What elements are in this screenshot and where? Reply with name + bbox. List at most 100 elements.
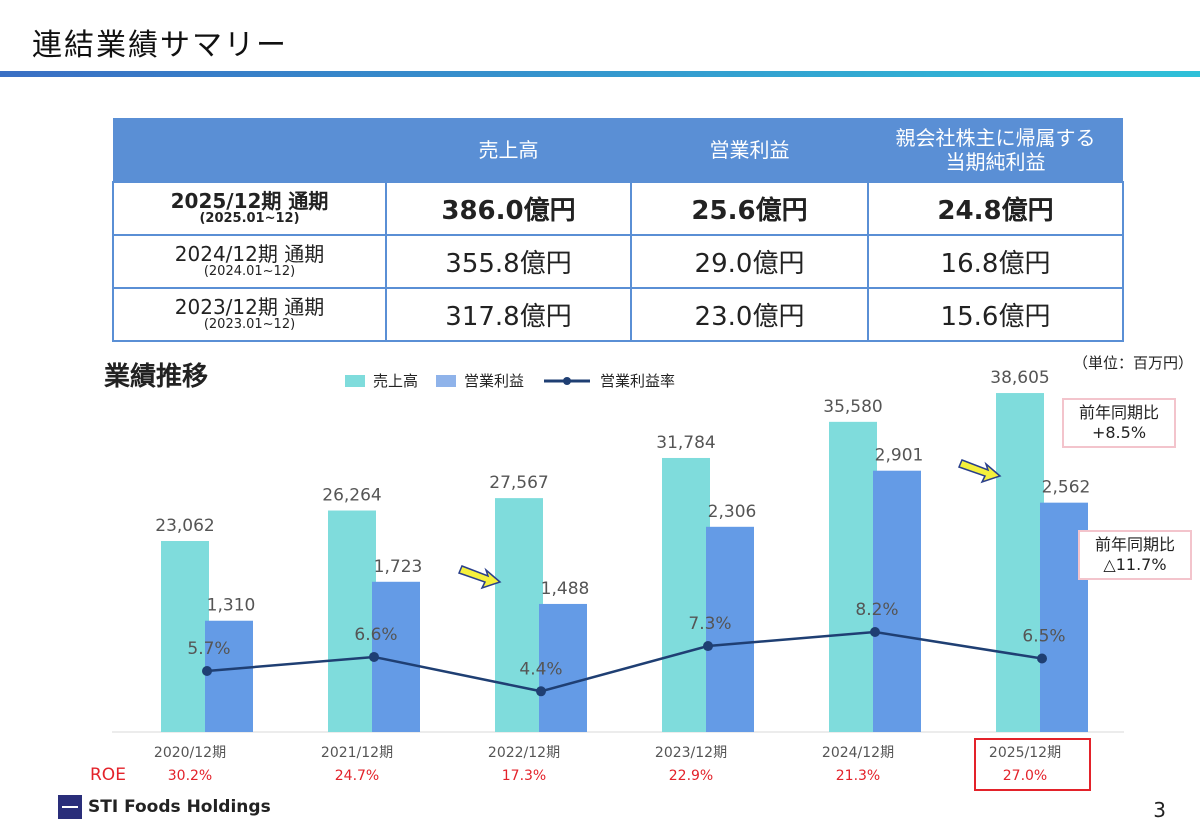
table-row: 2024/12期 通期 (2024.01~12) 355.8億円 29.0億円 1… bbox=[112, 234, 1124, 289]
category-label: 2025/12期 bbox=[989, 745, 1061, 761]
margin-point bbox=[202, 666, 212, 676]
unit-label: （単位：百万円） bbox=[1073, 354, 1194, 372]
sales-cell: 386.0億円 bbox=[385, 181, 632, 236]
period: 2025/12期 通期 bbox=[170, 189, 329, 214]
category-label: 2024/12期 bbox=[822, 745, 894, 761]
roe-value: 30.2% bbox=[168, 768, 212, 784]
section-title: 業績推移 bbox=[104, 362, 209, 392]
sales-data-label: 27,567 bbox=[489, 473, 548, 493]
net-cell: 16.8億円 bbox=[867, 234, 1124, 289]
chart-legend: 売上高 営業利益 営業利益率 bbox=[345, 370, 675, 391]
sales-data-label: 23,062 bbox=[155, 516, 214, 536]
period-cell: 2023/12期 通期 (2023.01~12) bbox=[112, 287, 387, 342]
range: (2023.01~12) bbox=[203, 317, 296, 333]
summary-table: 売上高 営業利益 親会社株主に帰属する 当期純利益 2025/12期 通期 (20… bbox=[112, 118, 1124, 342]
period: 2023/12期 通期 bbox=[174, 295, 325, 320]
margin-data-label: 8.2% bbox=[855, 600, 898, 620]
legend-swatch-sales bbox=[345, 374, 365, 387]
margin-data-label: 7.3% bbox=[688, 614, 731, 634]
net-cell: 15.6億円 bbox=[867, 287, 1124, 342]
roe-value: 21.3% bbox=[836, 768, 880, 784]
margin-line bbox=[206, 630, 1043, 693]
category-label: 2022/12期 bbox=[488, 745, 560, 761]
logo-icon bbox=[58, 795, 82, 819]
roe-value: 27.0% bbox=[1003, 768, 1047, 784]
callout-value: +8.5% bbox=[1091, 423, 1147, 442]
category-label: 2023/12期 bbox=[655, 745, 727, 761]
sales-data-label: 35,580 bbox=[823, 397, 882, 417]
category-label: 2021/12期 bbox=[321, 745, 393, 761]
table-header: 売上高 営業利益 親会社株主に帰属する 当期純利益 bbox=[113, 118, 1123, 182]
op-yoy-callout: 前年同期比 △11.7% bbox=[1078, 530, 1192, 580]
company-logo: STI Foods Holdings bbox=[58, 795, 271, 819]
op-cell: 29.0億円 bbox=[630, 234, 869, 289]
margin-data-label: 5.7% bbox=[187, 639, 230, 659]
op-data-label: 2,901 bbox=[875, 446, 924, 466]
sales-bar bbox=[996, 393, 1044, 732]
page-number: 3 bbox=[1153, 798, 1166, 822]
sales-data-label: 31,784 bbox=[656, 433, 715, 453]
sales-yoy-callout: 前年同期比 +8.5% bbox=[1062, 398, 1176, 448]
op-data-label: 2,306 bbox=[708, 502, 757, 522]
period-cell: 2024/12期 通期 (2024.01~12) bbox=[112, 234, 387, 289]
header-op: 営業利益 bbox=[631, 118, 868, 182]
callout-title: 前年同期比 bbox=[1078, 403, 1159, 422]
period-cell: 2025/12期 通期 (2025.01~12) bbox=[112, 181, 387, 236]
sales-bar bbox=[662, 457, 710, 732]
legend-line-marker-icon bbox=[544, 376, 591, 385]
margin-point bbox=[870, 627, 880, 637]
op-bar bbox=[205, 620, 253, 732]
table-row: 2023/12期 通期 (2023.01~12) 317.8億円 23.0億円 1… bbox=[112, 287, 1124, 342]
op-data-label: 1,723 bbox=[374, 557, 423, 577]
margin-data-label: 6.5% bbox=[1022, 627, 1065, 647]
roe-value: 22.9% bbox=[669, 768, 713, 784]
roe-label: ROE bbox=[90, 765, 126, 785]
op-bar bbox=[372, 581, 420, 732]
sales-bar bbox=[328, 510, 376, 732]
op-cell: 25.6億円 bbox=[630, 181, 869, 236]
margin-point bbox=[703, 641, 713, 652]
range: (2025.01~12) bbox=[199, 211, 300, 227]
margin-data-label: 6.6% bbox=[354, 625, 397, 645]
sales-bar bbox=[495, 498, 543, 732]
page-title: 連結業績サマリー bbox=[32, 28, 288, 63]
margin-point bbox=[369, 651, 379, 662]
callout-title: 前年同期比 bbox=[1094, 535, 1175, 554]
sales-cell: 317.8億円 bbox=[385, 287, 632, 342]
roe-value: 17.3% bbox=[502, 768, 546, 784]
header-blank bbox=[113, 118, 386, 182]
category-label: 2020/12期 bbox=[154, 745, 226, 761]
roe-value: 24.7% bbox=[335, 768, 379, 784]
table-row: 2025/12期 通期 (2025.01~12) 386.0億円 25.6億円 2… bbox=[112, 181, 1124, 236]
highlight-box bbox=[974, 738, 1091, 791]
op-data-label: 1,310 bbox=[207, 596, 256, 616]
op-data-label: 2,562 bbox=[1042, 478, 1091, 498]
sales-data-label: 26,264 bbox=[322, 486, 381, 506]
period: 2024/12期 通期 bbox=[174, 242, 325, 267]
net-cell: 24.8億円 bbox=[867, 181, 1124, 236]
op-bar bbox=[873, 470, 921, 732]
op-bar bbox=[706, 526, 754, 732]
company-name: STI Foods Holdings bbox=[88, 797, 271, 817]
range: (2024.01~12) bbox=[203, 264, 296, 280]
legend-label-margin: 営業利益率 bbox=[600, 372, 676, 390]
margin-data-label: 4.4% bbox=[519, 659, 562, 679]
margin-point bbox=[536, 686, 546, 697]
callout-value: △11.7% bbox=[1103, 555, 1167, 574]
arrow-icon bbox=[457, 565, 502, 590]
sales-bar bbox=[161, 541, 209, 732]
op-cell: 23.0億円 bbox=[630, 287, 869, 342]
sales-bar bbox=[829, 421, 877, 732]
sales-cell: 355.8億円 bbox=[385, 234, 632, 289]
margin-point bbox=[1037, 653, 1047, 664]
header-net: 親会社株主に帰属する 当期純利益 bbox=[868, 118, 1123, 182]
legend-label-op: 営業利益 bbox=[464, 372, 525, 390]
op-bar bbox=[539, 603, 587, 732]
legend-label-sales: 売上高 bbox=[373, 372, 419, 390]
header-sales: 売上高 bbox=[386, 118, 631, 182]
title-divider bbox=[0, 71, 1200, 77]
op-data-label: 1,488 bbox=[541, 579, 590, 599]
arrow-icon bbox=[957, 459, 1002, 484]
sales-data-label: 38,605 bbox=[990, 368, 1049, 388]
